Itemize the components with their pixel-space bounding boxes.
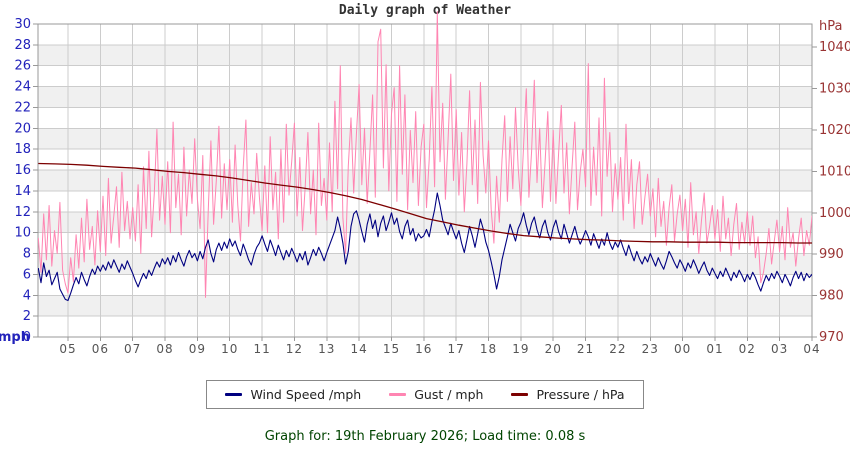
svg-text:0: 0 (23, 330, 31, 345)
svg-text:26: 26 (14, 59, 31, 74)
svg-text:04: 04 (803, 342, 820, 356)
svg-text:11: 11 (253, 342, 270, 356)
svg-text:17: 17 (448, 342, 465, 356)
svg-text:22: 22 (14, 100, 31, 115)
legend-item-pressure: Pressure / hPa (511, 387, 625, 402)
right-axis-labels: 970 980 990 1000 1010 1020 1030 1040 hPa (819, 19, 850, 345)
svg-text:10: 10 (14, 226, 31, 241)
svg-text:1020: 1020 (819, 123, 850, 138)
svg-text:09: 09 (189, 342, 206, 356)
svg-text:990: 990 (819, 247, 844, 262)
svg-text:18: 18 (14, 142, 31, 157)
svg-text:mph: mph (0, 330, 30, 345)
svg-text:18: 18 (480, 342, 497, 356)
svg-text:hPa: hPa (819, 19, 842, 34)
svg-text:1030: 1030 (819, 82, 850, 97)
svg-text:20: 20 (14, 121, 31, 136)
svg-text:13: 13 (318, 342, 335, 356)
svg-text:30: 30 (14, 17, 31, 32)
x-axis-labels: 05 06 07 08 09 10 11 12 13 14 15 16 17 18 19 20 21 22 23 00… (59, 342, 820, 356)
svg-text:14: 14 (350, 342, 367, 356)
wind-speed-mph-line (38, 192, 812, 302)
svg-text:01: 01 (706, 342, 723, 356)
svg-text:15: 15 (383, 342, 400, 356)
svg-text:10: 10 (221, 342, 238, 356)
svg-text:19: 19 (512, 342, 529, 356)
gust-mph-line (38, 11, 812, 298)
svg-text:00: 00 (674, 342, 691, 356)
svg-text:1000: 1000 (819, 206, 850, 221)
svg-text:2: 2 (23, 309, 31, 324)
svg-text:07: 07 (124, 342, 141, 356)
footer-caption: Graph for: 19th February 2026; Load time… (264, 429, 586, 444)
svg-text:14: 14 (14, 184, 31, 199)
legend-label-gust: Gust / mph (414, 387, 484, 402)
svg-text:20: 20 (545, 342, 562, 356)
svg-text:1010: 1010 (819, 164, 850, 179)
axis-ticks (33, 23, 817, 341)
svg-text:08: 08 (156, 342, 173, 356)
pressure-line-swatch (511, 393, 529, 396)
chart-title: Daily graph of Weather (338, 3, 512, 18)
svg-text:21: 21 (577, 342, 594, 356)
svg-text:970: 970 (819, 330, 844, 345)
svg-text:8: 8 (23, 247, 31, 262)
svg-text:05: 05 (59, 342, 76, 356)
pressure-hpa-line (38, 162, 812, 244)
svg-text:12: 12 (286, 342, 303, 356)
svg-text:03: 03 (771, 342, 788, 356)
svg-text:24: 24 (14, 80, 31, 95)
svg-text:28: 28 (14, 38, 31, 53)
svg-text:12: 12 (14, 205, 31, 220)
svg-text:16: 16 (415, 342, 432, 356)
legend-item-gust: Gust / mph (389, 387, 483, 402)
svg-text:4: 4 (23, 288, 31, 303)
svg-text:6: 6 (23, 267, 31, 282)
svg-text:06: 06 (92, 342, 109, 356)
svg-text:16: 16 (14, 163, 31, 178)
legend-label-pressure: Pressure / hPa (536, 387, 625, 402)
series-lines (38, 11, 812, 302)
legend-item-wind-speed: Wind Speed /mph (225, 387, 361, 402)
svg-text:1040: 1040 (819, 40, 850, 55)
plot-bands (38, 44, 812, 317)
svg-text:23: 23 (642, 342, 659, 356)
wind-speed-line-swatch (225, 393, 243, 396)
gust-line-swatch (389, 393, 407, 396)
gridlines (37, 23, 813, 338)
legend: Wind Speed /mph Gust / mph Pressure / hP… (0, 380, 850, 409)
svg-text:02: 02 (739, 342, 756, 356)
legend-label-wind-speed: Wind Speed /mph (250, 387, 362, 402)
legend-box: Wind Speed /mph Gust / mph Pressure / hP… (206, 380, 644, 409)
svg-text:980: 980 (819, 289, 844, 304)
svg-text:22: 22 (609, 342, 626, 356)
